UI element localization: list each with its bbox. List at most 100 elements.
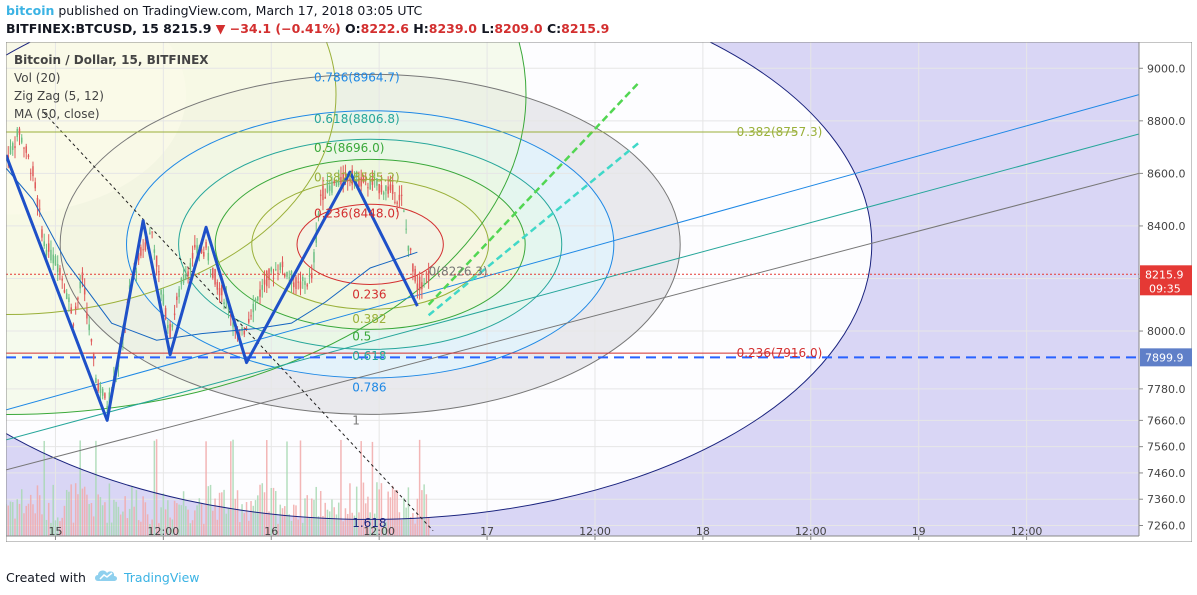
legend-item: Vol (20) (14, 71, 60, 85)
volume-bar (200, 503, 203, 536)
volume-bar (185, 506, 187, 536)
candle-body (385, 185, 387, 192)
volume-bar (272, 487, 275, 536)
volume-bar (131, 486, 133, 536)
tradingview-link[interactable]: TradingView (123, 570, 200, 585)
candle-body (29, 172, 32, 174)
candle-body (151, 231, 153, 233)
volume-bar (95, 440, 97, 536)
volume-bar (349, 483, 351, 536)
chart-canvas[interactable]: 0.786(8964.7) 0.618(8806.8) 0.5(8696.0) 0.3… (5, 41, 1193, 543)
volume-bar (227, 508, 230, 536)
fib-price-label: 0.382(8757.3) (737, 125, 823, 139)
volume-bar (292, 504, 295, 536)
volume-bar (284, 506, 286, 536)
volume-bar (180, 505, 183, 536)
volume-bar (128, 508, 131, 536)
candle-body (68, 297, 70, 303)
candle-body (158, 271, 160, 273)
candle-body (11, 143, 14, 150)
fib-price-label: 0.236(8448.0) (314, 206, 400, 220)
candle-body (56, 264, 59, 273)
volume-bar (115, 501, 117, 536)
fib-circle (214, 158, 526, 330)
candle-body (421, 282, 423, 290)
volume-bar (232, 439, 234, 536)
volume-bar (54, 520, 57, 536)
volume-bar (225, 513, 228, 536)
candle-body (405, 228, 407, 230)
chart-legend: Bitcoin / Dollar, 15, BITFINEX Vol (20) Zi… (14, 53, 209, 121)
volume-bar (252, 505, 255, 536)
candle-body (270, 267, 273, 272)
volume-bar (106, 522, 108, 536)
volume-bar (86, 494, 88, 536)
fib-circle (59, 73, 681, 415)
moving-average-line (6, 167, 418, 341)
x-tick-label: 12:00 (148, 525, 180, 538)
candle-body (106, 406, 108, 409)
volume-bar (144, 502, 147, 536)
volume-bar (385, 521, 387, 536)
time-axis (6, 536, 1192, 542)
volume-bar (155, 439, 158, 536)
volume-bar (250, 501, 252, 536)
candle-body (241, 327, 243, 331)
volume-bar (126, 518, 129, 536)
volume-bar (371, 441, 374, 536)
volume-bar (38, 495, 41, 536)
candle-body (364, 176, 367, 178)
fib-ratio-label: 0.618 (352, 349, 386, 363)
fib-price-label: 0(8226.3) (429, 265, 488, 279)
volume-bar (263, 492, 266, 536)
volume-bar (25, 505, 27, 536)
candle-body (248, 318, 250, 323)
candle-body (20, 137, 23, 143)
volume-bar (268, 511, 270, 536)
volume-bar (194, 510, 196, 536)
volume-bar (389, 497, 392, 536)
candle-body (304, 281, 306, 285)
price-chart[interactable]: 0.786(8964.7) 0.618(8806.8) 0.5(8696.0) 0.3… (5, 41, 1193, 543)
y-tick-label: 7360.0 (1147, 493, 1186, 506)
volume-bar (124, 496, 126, 536)
volume-bar (355, 486, 358, 536)
volume-bar (173, 500, 176, 536)
candle-body (279, 263, 282, 271)
publisher-name[interactable]: bitcoin (6, 3, 55, 18)
candle-body (205, 242, 207, 248)
volume-bar (324, 502, 326, 536)
down-arrow-icon: ▼ (215, 21, 226, 36)
volume-bar (214, 498, 216, 536)
candle-body (191, 252, 194, 259)
candle-body (409, 248, 412, 251)
candle-body (187, 271, 189, 276)
candle-body (171, 324, 174, 328)
volume-bar (423, 484, 425, 536)
volume-bar (171, 519, 174, 536)
candle-body (295, 277, 297, 289)
candle-body (169, 324, 171, 338)
fib-ratio-label: 0.236 (352, 287, 386, 301)
candle-body (90, 339, 93, 342)
symbol-name: BITFINEX:BTCUSD, 15 (6, 21, 159, 36)
fib-price-label: 0.5(8696.0) (314, 141, 384, 155)
candle-body (34, 182, 36, 189)
candle-body (155, 255, 158, 267)
candle-body (245, 327, 248, 329)
volume-bar (275, 491, 277, 536)
volume-bar (18, 503, 21, 536)
volume-bar (405, 507, 407, 536)
tradingview-cloud-icon[interactable] (94, 568, 118, 588)
volume-bar (290, 520, 293, 536)
volume-bar (342, 521, 344, 536)
volume-bar (340, 439, 342, 536)
candle-body (65, 293, 68, 300)
volume-bar (20, 489, 23, 536)
fib-circles-layer (6, 42, 1139, 532)
volume-bar (317, 516, 320, 536)
candle-body (101, 388, 104, 396)
volume-bar (299, 440, 302, 536)
volume-bar (277, 523, 279, 536)
volume-bar (189, 523, 192, 536)
